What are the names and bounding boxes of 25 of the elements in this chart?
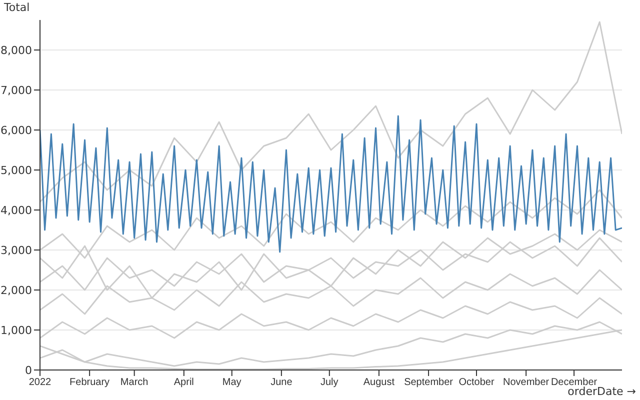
y-tick-label: 2,000 [0,284,32,297]
y-tick-label: 7,000 [0,84,32,97]
x-tick-label: September [404,377,454,388]
x-tick-label: 2022 [28,377,52,388]
y-tick-label: 5,000 [0,164,32,177]
x-tick-label: April [174,377,194,388]
line-series [40,321,622,367]
x-tick-label: July [320,377,338,388]
y-tick-label: 8,000 [0,44,32,57]
x-tick-label: June [270,377,293,388]
x-tick-label: November [502,377,550,388]
y-tick-label: 6,000 [0,124,32,137]
x-tick-label: May [222,377,242,388]
y-tick-label: 1,000 [0,324,32,337]
x-tick-label: March [120,377,148,388]
line-series [40,297,622,339]
y-tick-label: 3,000 [0,244,32,257]
y-axis-title: Total [4,1,30,14]
x-tick-label: February [70,377,110,388]
x-tick-label: October [458,377,495,388]
line-series [40,21,622,203]
x-tick-label: August [363,377,395,388]
y-tick-label: 4,000 [0,204,32,217]
y-tick-label: 0 [25,364,32,377]
line-series [40,115,622,253]
